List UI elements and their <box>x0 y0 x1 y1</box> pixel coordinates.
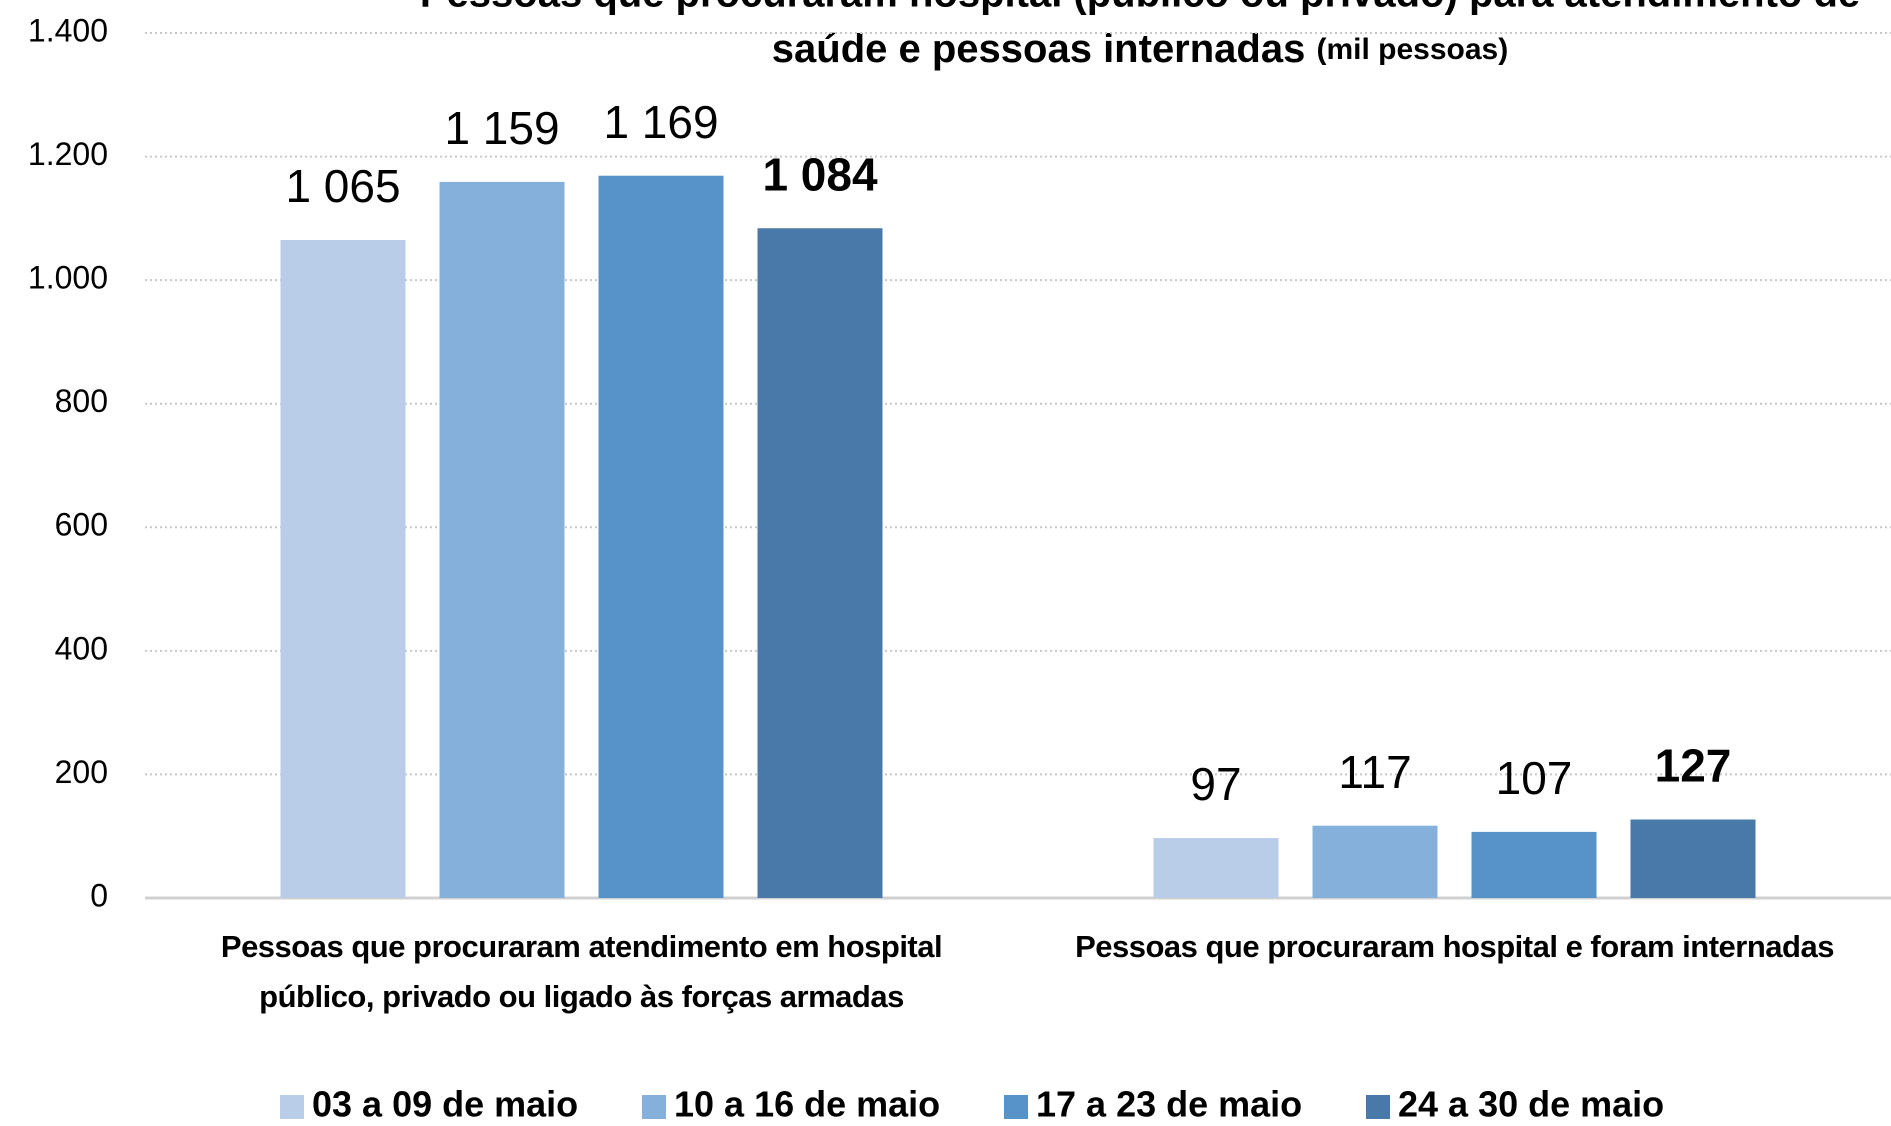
legend-swatch <box>1366 1095 1390 1119</box>
legend-label: 10 a 16 de maio <box>674 1084 940 1125</box>
data-label: 1 159 <box>444 102 559 154</box>
y-tick-label: 1.400 <box>28 12 108 48</box>
y-tick-label: 200 <box>55 754 108 790</box>
bar <box>439 181 565 898</box>
y-tick-label: 1.200 <box>28 136 108 172</box>
legend-swatch <box>642 1095 666 1119</box>
chart-title: Pessoas que procuraram hospital (público… <box>420 0 1860 16</box>
legend-label: 24 a 30 de maio <box>1398 1084 1664 1125</box>
legend-label: 03 a 09 de maio <box>312 1084 578 1125</box>
x-tick-label-box: Pessoas que procuraram atendimento em ho… <box>220 929 943 1014</box>
bar <box>1312 825 1438 898</box>
y-tick-label: 0 <box>90 877 108 913</box>
y-tick-label: 400 <box>55 630 108 666</box>
legend-swatch <box>280 1095 304 1119</box>
y-tick-label: 600 <box>55 507 108 543</box>
bar <box>280 239 406 898</box>
bar <box>598 175 724 899</box>
legend-swatch <box>1004 1095 1028 1119</box>
chart-unit: (mil pessoas) <box>1316 33 1508 66</box>
data-label: 97 <box>1190 758 1241 810</box>
bar <box>1153 838 1279 898</box>
data-label: 107 <box>1496 752 1573 804</box>
bar <box>757 228 883 898</box>
data-label: 127 <box>1655 740 1732 792</box>
bar <box>1630 819 1756 898</box>
data-label: 1 169 <box>603 96 718 148</box>
x-tick-label-box: Pessoas que procuraram hospital e foram … <box>1075 929 1834 964</box>
data-label: 117 <box>1338 746 1411 798</box>
x-tick-label: Pessoas que procuraram hospital e foram … <box>1075 929 1834 964</box>
y-tick-label: 800 <box>55 383 108 419</box>
data-label: 1 084 <box>762 148 878 200</box>
data-label: 1 065 <box>285 160 400 212</box>
x-tick-label: Pessoas que procuraram atendimento em ho… <box>220 929 943 1014</box>
y-tick-label: 1.000 <box>28 260 108 296</box>
legend-label: 17 a 23 de maio <box>1036 1084 1302 1125</box>
bar <box>1471 831 1597 898</box>
